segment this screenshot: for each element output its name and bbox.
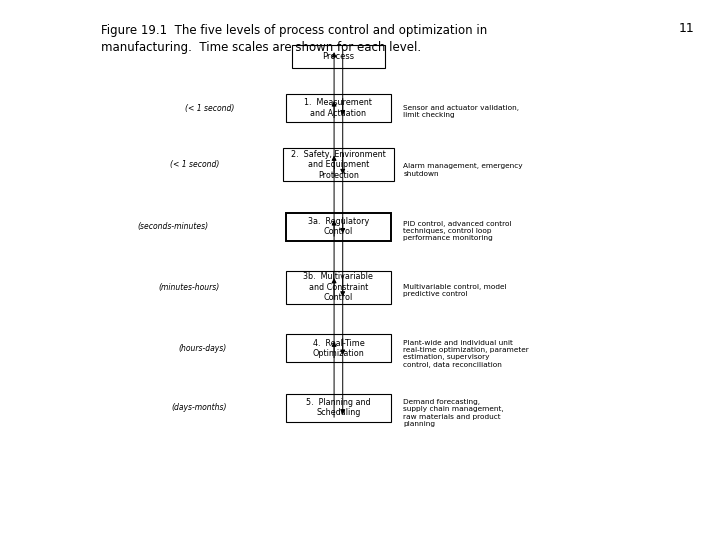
Text: 2.  Safety, Environment
and Equipment
Protection: 2. Safety, Environment and Equipment Pro… bbox=[291, 150, 386, 180]
Text: 11: 11 bbox=[679, 22, 695, 35]
Bar bbox=[287, 94, 391, 122]
Text: Alarm management, emergency
shutdown: Alarm management, emergency shutdown bbox=[403, 164, 523, 177]
Text: (minutes-hours): (minutes-hours) bbox=[158, 283, 220, 292]
Text: (seconds-minutes): (seconds-minutes) bbox=[138, 222, 209, 231]
Text: Multivariable control, model
predictive control: Multivariable control, model predictive … bbox=[403, 284, 507, 297]
Text: Sensor and actuator validation,
limit checking: Sensor and actuator validation, limit ch… bbox=[403, 105, 519, 118]
Text: Figure 19.1  The five levels of process control and optimization in
manufacturin: Figure 19.1 The five levels of process c… bbox=[101, 24, 487, 55]
Text: Demand forecasting,
supply chain management,
raw materials and product
planning: Demand forecasting, supply chain managem… bbox=[403, 399, 504, 427]
Bar bbox=[287, 213, 391, 241]
Text: 4.  Real-Time
Optimization: 4. Real-Time Optimization bbox=[312, 339, 364, 358]
Bar bbox=[292, 45, 385, 68]
Text: 3a.  Regulatory
Control: 3a. Regulatory Control bbox=[307, 217, 369, 237]
Text: 5.  Planning and
Scheduling: 5. Planning and Scheduling bbox=[306, 398, 371, 417]
Bar bbox=[287, 394, 391, 422]
Text: (hours-days): (hours-days) bbox=[179, 344, 227, 353]
Text: 1.  Measurement
and Actuation: 1. Measurement and Actuation bbox=[305, 98, 372, 118]
Text: PID control, advanced control
techniques, control loop
performance monitoring: PID control, advanced control techniques… bbox=[403, 221, 512, 241]
Bar bbox=[282, 148, 395, 181]
Bar bbox=[287, 271, 391, 304]
Text: Process: Process bbox=[323, 52, 354, 61]
Text: (days-months): (days-months) bbox=[171, 403, 227, 412]
Text: (< 1 second): (< 1 second) bbox=[184, 104, 234, 112]
Text: Plant-wide and individual unit
real-time optimization, parameter
estimation, sup: Plant-wide and individual unit real-time… bbox=[403, 340, 529, 368]
Bar bbox=[287, 334, 391, 362]
Text: 3b.  Multivariable
and Constraint
Control: 3b. Multivariable and Constraint Control bbox=[303, 272, 374, 302]
Text: (< 1 second): (< 1 second) bbox=[170, 160, 220, 169]
